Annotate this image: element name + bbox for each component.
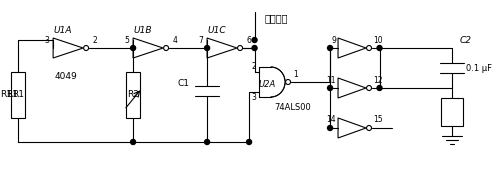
Circle shape — [327, 85, 332, 90]
Text: R2: R2 — [127, 90, 139, 99]
Text: U1B: U1B — [134, 25, 152, 35]
Text: 74ALS00: 74ALS00 — [274, 104, 310, 113]
Text: R1: R1 — [0, 90, 12, 99]
Circle shape — [163, 45, 168, 50]
Text: 3: 3 — [44, 36, 49, 44]
Text: 2: 2 — [92, 36, 97, 44]
Circle shape — [366, 125, 371, 130]
Circle shape — [204, 45, 209, 50]
Text: C1: C1 — [177, 79, 189, 87]
Text: C2: C2 — [459, 36, 471, 44]
Text: 4: 4 — [172, 36, 177, 44]
Text: 14: 14 — [326, 115, 335, 124]
Text: 4049: 4049 — [55, 72, 77, 81]
Text: 6: 6 — [246, 36, 251, 44]
Circle shape — [252, 45, 257, 50]
Circle shape — [84, 45, 88, 50]
Text: 12: 12 — [373, 76, 382, 84]
Circle shape — [376, 45, 381, 50]
Bar — [126, 72, 140, 118]
Circle shape — [327, 125, 332, 130]
Circle shape — [252, 38, 257, 42]
Circle shape — [285, 79, 290, 84]
Circle shape — [130, 45, 135, 50]
Circle shape — [130, 139, 135, 144]
Text: R1: R1 — [12, 90, 24, 99]
Circle shape — [366, 45, 371, 50]
Text: U2A: U2A — [258, 79, 275, 88]
Text: 9: 9 — [331, 36, 335, 44]
Text: 控制端口: 控制端口 — [264, 13, 288, 23]
Text: 2: 2 — [251, 61, 256, 70]
Text: 15: 15 — [373, 115, 382, 124]
Circle shape — [366, 85, 371, 90]
Circle shape — [327, 45, 332, 50]
Circle shape — [204, 139, 209, 144]
Text: U1C: U1C — [207, 25, 226, 35]
Text: 3: 3 — [250, 93, 256, 102]
Text: 10: 10 — [373, 36, 382, 44]
Text: U1A: U1A — [54, 25, 72, 35]
Circle shape — [246, 139, 251, 144]
Text: 5: 5 — [124, 36, 129, 44]
Text: 1: 1 — [293, 70, 298, 79]
Text: 11: 11 — [326, 76, 335, 84]
Circle shape — [237, 45, 242, 50]
Circle shape — [376, 85, 381, 90]
Bar — [440, 98, 462, 126]
Bar — [11, 72, 25, 118]
Text: 7: 7 — [198, 36, 203, 44]
Text: R1: R1 — [6, 90, 18, 99]
Text: 0.1 μF: 0.1 μF — [465, 64, 491, 73]
